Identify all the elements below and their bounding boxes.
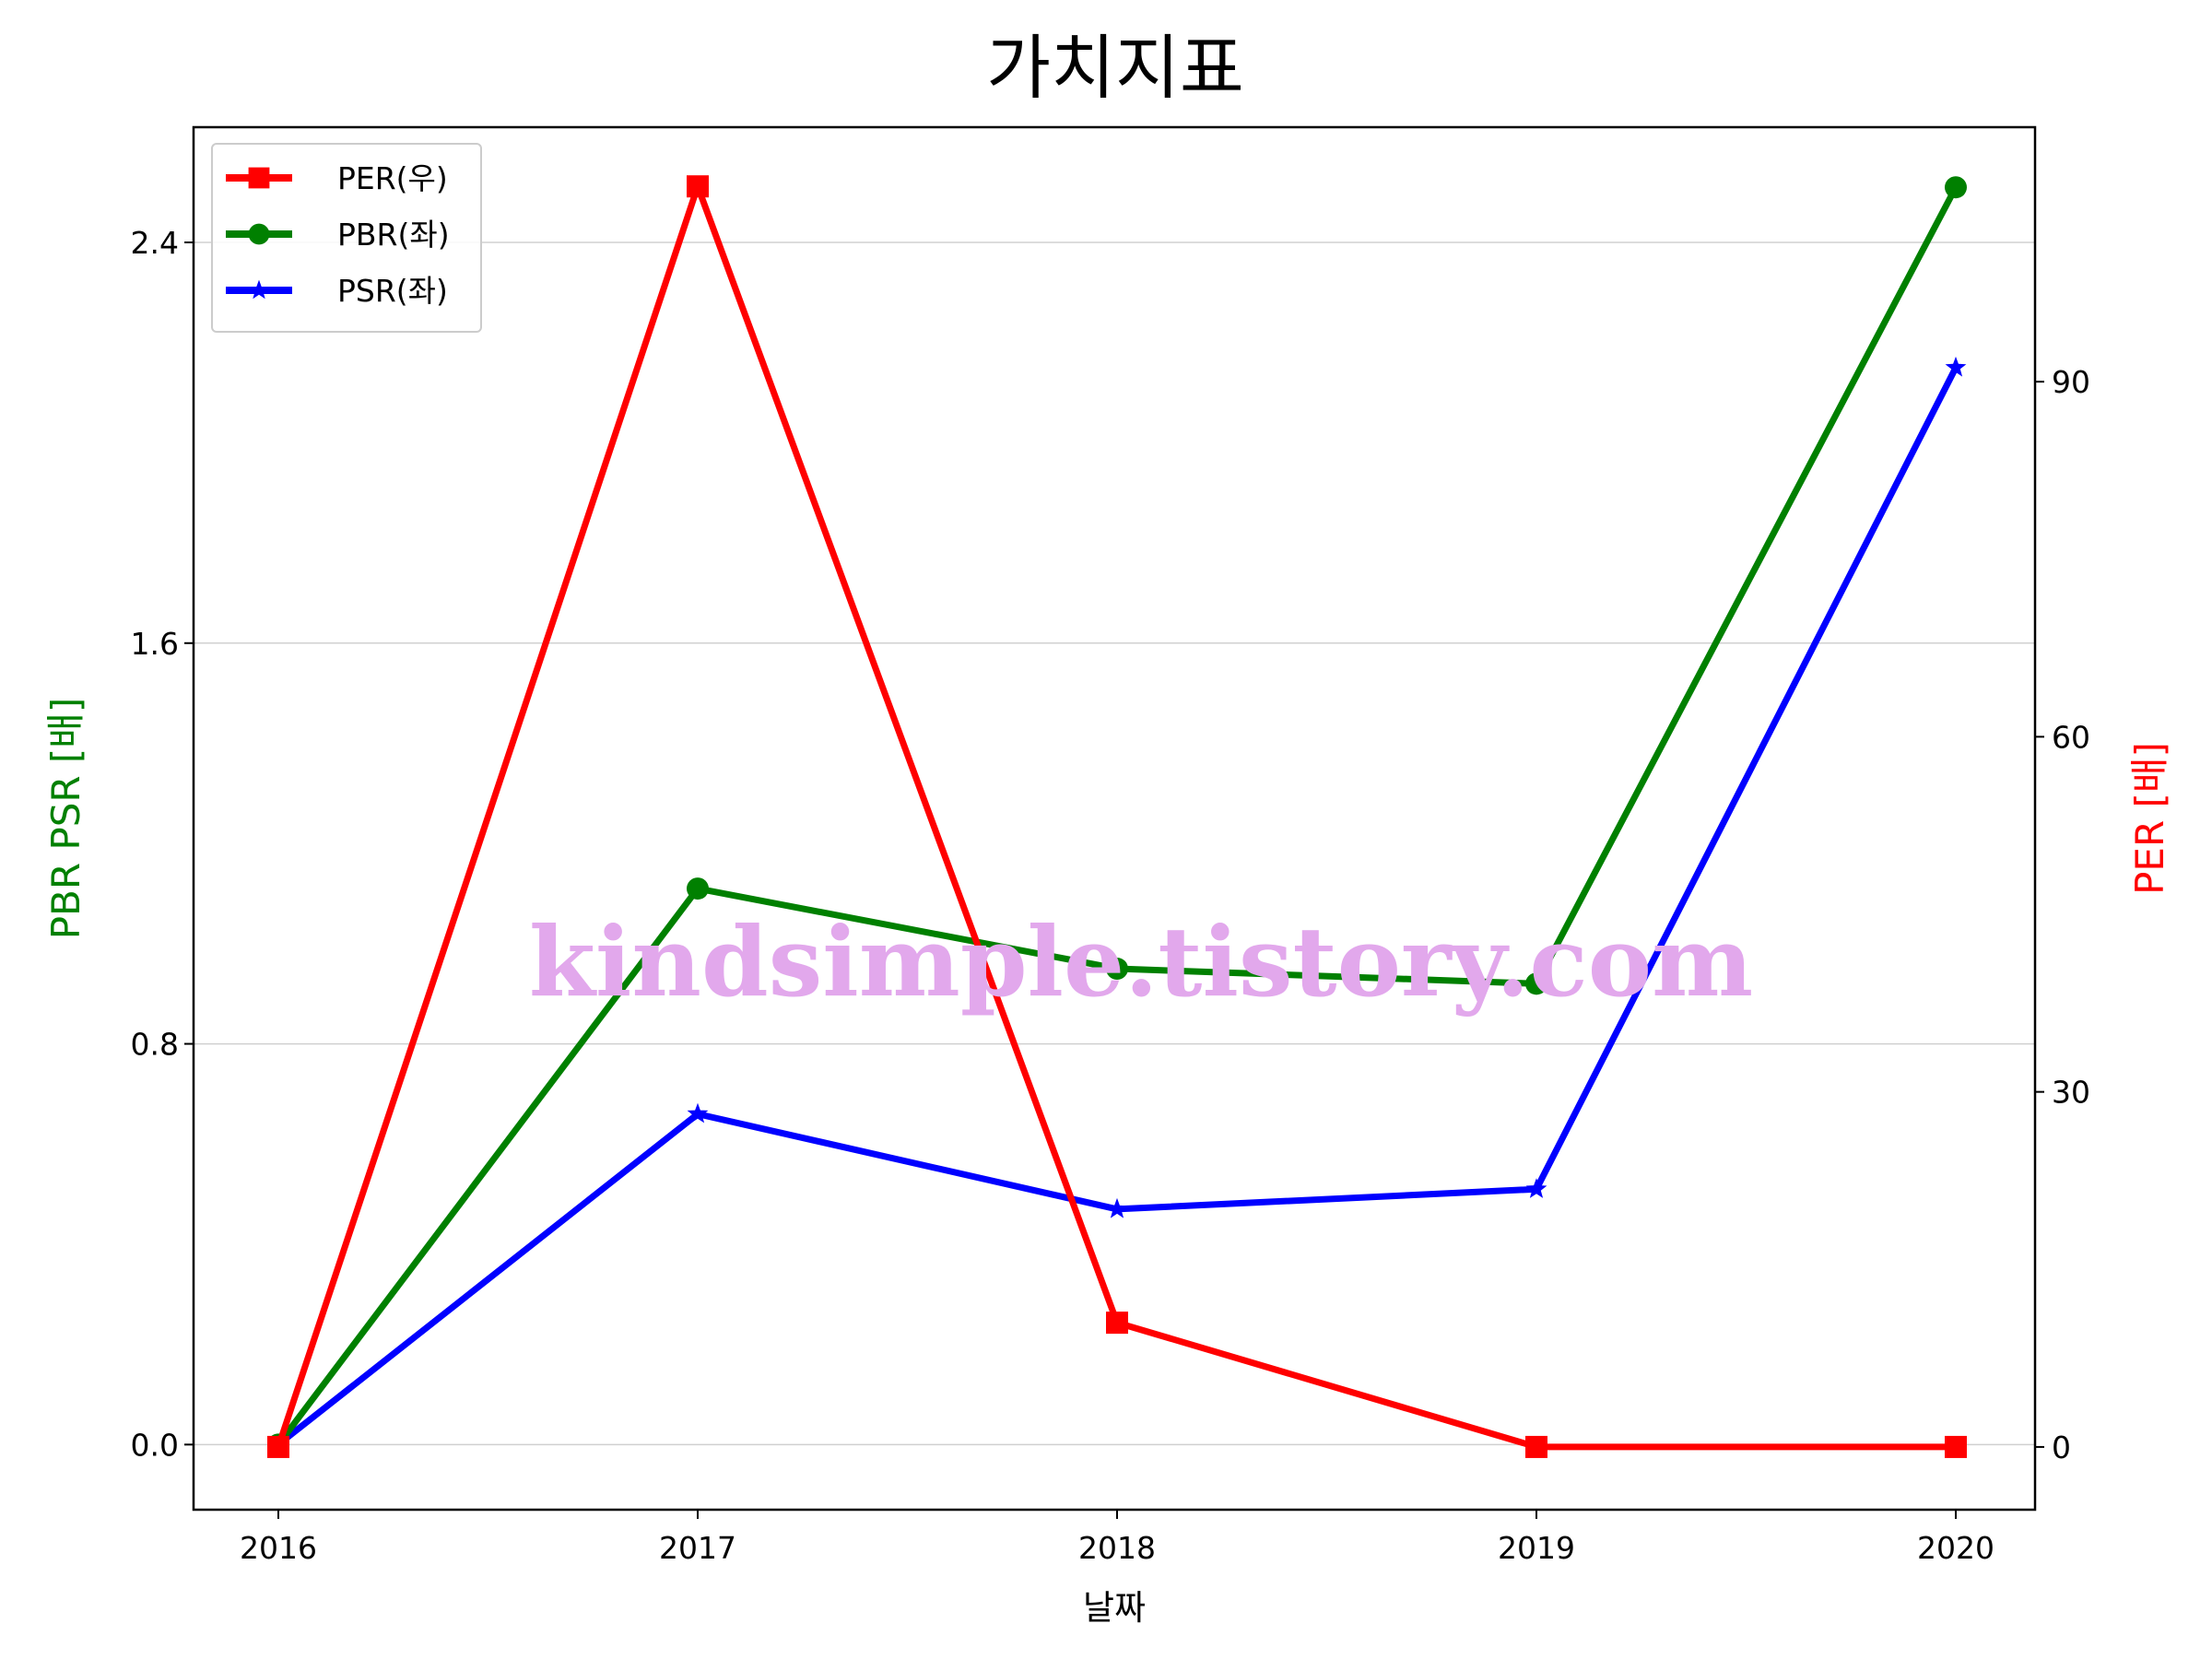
legend-pbr-label: PBR(좌) bbox=[337, 217, 450, 253]
left-y-tick-label: 0.8 bbox=[131, 1027, 179, 1063]
legend-per-label: PER(우) bbox=[337, 160, 448, 196]
legend-psr-marker bbox=[249, 279, 269, 300]
pbr-data-point bbox=[1106, 958, 1128, 981]
pbr-data-point bbox=[1525, 972, 1547, 995]
left-y-tick-label: 0.0 bbox=[131, 1427, 179, 1463]
legend-psr-label: PSR(좌) bbox=[337, 273, 448, 309]
left-y-tick-label: 1.6 bbox=[131, 626, 179, 662]
x-tick-label: 2020 bbox=[1917, 1530, 1994, 1566]
psr-data-point bbox=[1106, 1197, 1128, 1218]
legend-per-marker bbox=[248, 167, 270, 189]
per-data-point bbox=[687, 175, 709, 198]
per-data-point bbox=[1945, 1435, 1967, 1458]
legend: PER(우) PBR(좌) PSR(좌) bbox=[211, 143, 482, 333]
right-y-axis-label: PER [배] bbox=[2127, 742, 2172, 895]
series-layer bbox=[267, 175, 1967, 1458]
psr-data-point bbox=[687, 1102, 709, 1124]
right-y-tick-label: 30 bbox=[2052, 1075, 2090, 1111]
x-tick-label: 2016 bbox=[240, 1530, 317, 1566]
left-y-axis-label: PBR PSR [배] bbox=[43, 698, 88, 940]
legend-box bbox=[211, 143, 482, 333]
per-data-point bbox=[267, 1435, 289, 1458]
pbr-data-point bbox=[687, 877, 709, 900]
psr-data-point bbox=[1945, 356, 1967, 377]
right-y-tick-label: 60 bbox=[2052, 719, 2090, 755]
per-data-point bbox=[1106, 1312, 1128, 1335]
x-tick-label: 2019 bbox=[1498, 1530, 1575, 1566]
pbr-data-point bbox=[1945, 176, 1967, 199]
right-y-tick-label: 0 bbox=[2052, 1430, 2071, 1465]
x-tick-label: 2017 bbox=[659, 1530, 736, 1566]
plot-frame bbox=[192, 125, 2037, 1512]
psr-data-point bbox=[1525, 1178, 1547, 1198]
x-axis-label: 날짜 bbox=[1083, 1588, 1146, 1628]
axes: 0.0 0.8 1.6 2.4 0 30 60 90 2016 2017 2018 2019 2020 bbox=[131, 225, 2090, 1566]
chart-title: 가치지표 bbox=[986, 27, 1244, 109]
watermark: kindsimple.tistory.com bbox=[529, 905, 1753, 1018]
left-y-tick-label: 2.4 bbox=[131, 225, 179, 261]
x-tick-label: 2018 bbox=[1078, 1530, 1156, 1566]
right-y-tick-label: 90 bbox=[2052, 364, 2090, 400]
per-data-point bbox=[1525, 1435, 1547, 1458]
legend-pbr-marker bbox=[248, 223, 270, 245]
